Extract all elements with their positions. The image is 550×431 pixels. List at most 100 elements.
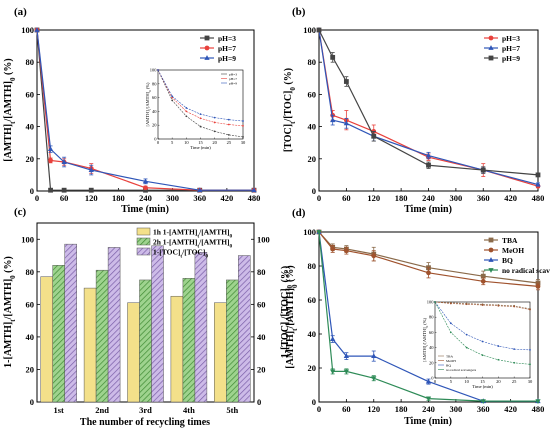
legend-label: BQ	[502, 256, 513, 265]
inset-x-tick-label: 25	[227, 140, 232, 145]
y-right-tick-label: 40	[257, 332, 266, 342]
y-tick-label: 0	[30, 186, 34, 196]
inset-point	[171, 95, 174, 98]
x-tick-label: 120	[85, 193, 98, 203]
legend-swatch	[136, 237, 151, 246]
inset-point	[513, 305, 516, 308]
inset-point	[157, 69, 159, 71]
data-point	[330, 117, 336, 123]
inset-frame	[157, 69, 244, 140]
y-tick-label: 40	[308, 122, 317, 132]
y-right-tick-label: 0	[257, 397, 261, 407]
x-tick-label: 300	[450, 193, 463, 203]
panel-c: 0 0 20 20 40 40 60 60 80 80 100 100 1st 2nd 3rd 4th 5th T…	[3, 206, 294, 428]
inset-x-tick-label: 15	[480, 379, 485, 384]
legend-marker	[488, 268, 494, 273]
data-point	[343, 248, 349, 254]
inset-point	[171, 99, 174, 102]
data-point	[535, 399, 541, 405]
legend-label: TBA	[502, 236, 518, 245]
x-tick-label: 180	[395, 404, 408, 414]
legend-label: 1h 1-[AMTH]t/[AMTH]0	[153, 228, 233, 240]
y-right-tick-label: 20	[257, 364, 266, 374]
inset-point	[199, 125, 202, 128]
legend-label: pH=7	[502, 44, 520, 53]
data-point	[480, 278, 486, 284]
inset-point	[213, 116, 216, 119]
y-axis-label: [AMTH]t/[AMTH]0 (%)	[285, 265, 299, 368]
y-tick-label: 60	[308, 295, 317, 305]
x-tick-label: 420	[504, 193, 517, 203]
y-tick-label: 100	[303, 25, 316, 35]
data-point	[316, 230, 322, 235]
bar	[194, 252, 208, 403]
inset-point	[529, 308, 531, 311]
data-point	[88, 167, 94, 172]
inset-point	[171, 96, 174, 99]
x-tick-label: 480	[532, 404, 545, 414]
inset-x-axis-label: Time (min)	[190, 145, 211, 150]
inset-point	[213, 121, 216, 124]
panel-d: 0 60 120 180 240 300 360 420 480020406080100Time…	[285, 207, 550, 427]
data-point	[61, 159, 67, 164]
y-tick-label: 100	[21, 25, 34, 35]
inset-point	[465, 346, 468, 349]
data-point	[251, 187, 257, 193]
legend-marker	[204, 35, 210, 41]
y-tick-label: 60	[26, 89, 35, 99]
y-tick-label: 80	[308, 261, 317, 271]
y-right-tick-label: 60	[257, 299, 266, 309]
x-tick-label: 0	[317, 193, 321, 203]
y-tick-label: 40	[308, 329, 317, 339]
x-tick-label: 120	[367, 193, 380, 203]
data-point	[61, 187, 67, 193]
y-tick-label: 80	[26, 267, 35, 277]
data-point	[47, 146, 54, 152]
inset-point	[434, 301, 436, 303]
data-point	[480, 399, 486, 405]
panel-label: (c)	[14, 206, 27, 218]
legend-marker	[488, 55, 494, 61]
inset-legend-label: pH=9	[229, 81, 237, 85]
panel-label: (b)	[292, 6, 306, 18]
bar	[214, 302, 227, 403]
y-tick-label: 80	[26, 57, 35, 67]
panel-label: (d)	[292, 207, 306, 219]
inset-point	[227, 133, 230, 136]
inset-y-axis-label: [AMTH]t/[AMTH]0 (%)	[422, 317, 429, 362]
y-tick-label: 0	[312, 186, 316, 196]
y-tick-label: 20	[26, 364, 35, 374]
legend-marker	[488, 237, 494, 243]
inset-legend-label: no radical scavengers	[446, 368, 477, 372]
legend: pH=3pH=7pH=9	[484, 34, 520, 63]
bar	[95, 269, 109, 403]
bar	[64, 243, 77, 403]
y-axis-label-right: 1-[TOC]t/[TOC]0 (%)	[280, 266, 294, 358]
inset-legend-label: pH=7	[229, 77, 237, 81]
inset-x-tick-label: 10	[184, 140, 189, 145]
bar	[127, 302, 140, 403]
data-point	[425, 378, 432, 384]
category-label: 5th	[226, 405, 238, 415]
bar	[52, 265, 65, 403]
bar	[226, 279, 239, 403]
inset-point	[529, 363, 531, 366]
legend-marker	[204, 45, 210, 51]
inset-point	[497, 304, 500, 307]
inset-x-tick-label: 5	[450, 379, 453, 384]
data-point	[48, 187, 53, 193]
data-point	[88, 187, 94, 193]
inset-x-axis-label: Time (min)	[472, 384, 493, 389]
legend-label: pH=3	[502, 34, 520, 43]
y-tick-label: 100	[303, 227, 316, 237]
inset-point	[513, 361, 516, 364]
x-tick-label: 360	[193, 193, 206, 203]
y-tick-label: 60	[308, 89, 317, 99]
x-tick-label: 0	[35, 193, 39, 203]
x-tick-label: 300	[166, 193, 179, 203]
y-tick-label: 100	[21, 234, 34, 244]
data-point	[371, 353, 377, 359]
inset-legend-label: BQ	[446, 363, 451, 367]
